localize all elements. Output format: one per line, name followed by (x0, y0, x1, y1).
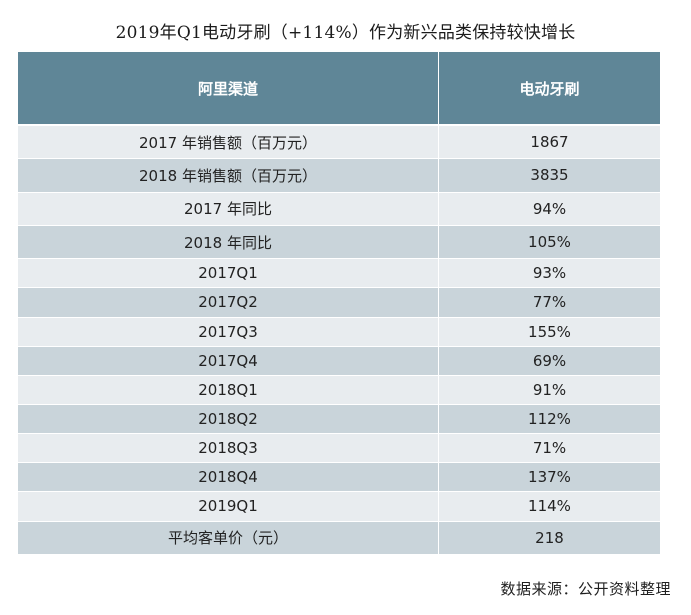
row-value: 3835 (439, 159, 660, 193)
table-row: 2018 年销售额（百万元） 3835 (18, 159, 660, 193)
row-value: 137% (439, 463, 660, 493)
source-note: 数据来源：公开资料整理 (500, 580, 671, 598)
table-row: 2018Q3 71% (18, 434, 660, 464)
row-value: 71% (439, 434, 660, 464)
row-label: 2018 年同比 (18, 225, 439, 260)
row-label: 2018Q4 (18, 463, 439, 493)
row-label: 2017Q3 (18, 317, 439, 347)
data-table-container: 阿里渠道 电动牙刷 2017 年销售额（百万元） 1867 2018 年销售额（… (18, 52, 660, 555)
table-row: 2017 年同比 94% (18, 192, 660, 226)
table-row: 2018Q2 112% (18, 404, 660, 435)
table-row: 2019Q1 114% (18, 492, 660, 522)
row-value: 112% (439, 404, 660, 435)
header-channel: 阿里渠道 (18, 52, 439, 126)
row-label: 2017 年同比 (18, 192, 439, 226)
row-value: 105% (439, 225, 660, 260)
row-label: 2018 年销售额（百万元） (18, 159, 439, 193)
row-value: 69% (439, 346, 660, 376)
table-row: 平均客单价（元） 218 (18, 521, 660, 555)
table-row: 2017Q1 93% (18, 259, 660, 289)
row-label: 2017Q2 (18, 288, 439, 318)
row-label: 2017 年销售额（百万元） (18, 126, 439, 160)
data-table: 阿里渠道 电动牙刷 2017 年销售额（百万元） 1867 2018 年销售额（… (18, 52, 660, 555)
row-label: 2018Q2 (18, 404, 439, 435)
row-label: 2017Q1 (18, 259, 439, 289)
table-row: 2017Q4 69% (18, 346, 660, 376)
row-value: 94% (439, 192, 660, 226)
table-row: 2017Q2 77% (18, 288, 660, 318)
row-label: 2018Q1 (18, 375, 439, 405)
table-row: 2018Q4 137% (18, 463, 660, 493)
table-header-row: 阿里渠道 电动牙刷 (18, 52, 660, 126)
header-product: 电动牙刷 (439, 52, 660, 126)
table-row: 2017Q3 155% (18, 317, 660, 347)
table-title: 2019年Q1电动牙刷（+114%）作为新兴品类保持较快增长 (115, 23, 576, 43)
row-label: 2018Q3 (18, 434, 439, 464)
table-row: 2018 年同比 105% (18, 225, 660, 260)
table-row: 2017 年销售额（百万元） 1867 (18, 126, 660, 160)
row-value: 218 (439, 521, 660, 555)
row-label: 2019Q1 (18, 492, 439, 522)
row-label: 2017Q4 (18, 346, 439, 376)
row-label: 平均客单价（元） (18, 521, 439, 555)
row-value: 114% (439, 492, 660, 522)
row-value: 77% (439, 288, 660, 318)
row-value: 91% (439, 375, 660, 405)
table-row: 2018Q1 91% (18, 375, 660, 405)
row-value: 93% (439, 259, 660, 289)
row-value: 155% (439, 317, 660, 347)
row-value: 1867 (439, 126, 660, 160)
